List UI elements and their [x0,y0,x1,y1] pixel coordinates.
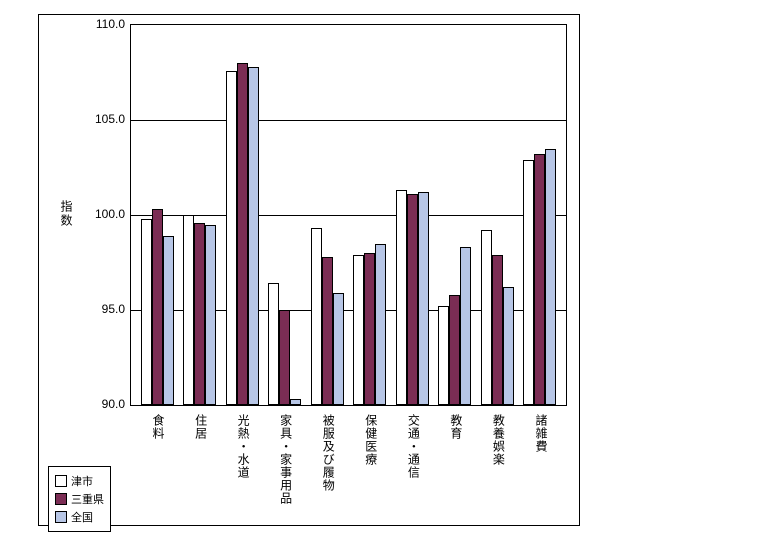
bar [481,230,492,405]
bar [492,255,503,405]
bar [375,244,386,406]
bar [141,219,152,405]
gridline [131,215,566,216]
bar [311,228,322,405]
bar [152,209,163,405]
y-tick-label: 100.0 [85,207,125,221]
y-axis-title: 指数 [58,200,75,228]
legend-swatch [55,493,67,505]
bar [523,160,534,405]
legend-label: 全国 [71,509,93,525]
bar [322,257,333,405]
bar [449,295,460,405]
bar [418,192,429,405]
bar [503,287,514,405]
bar [460,247,471,405]
bar [396,190,407,405]
bar [248,67,259,405]
bar [545,149,556,406]
bar [438,306,449,405]
legend-item: 津市 [55,473,104,489]
bar [407,194,418,405]
legend-item: 三重県 [55,491,104,507]
legend-swatch [55,511,67,523]
y-tick-label: 110.0 [85,17,125,31]
gridline [131,120,566,121]
plot-area [130,24,567,406]
bar [364,253,375,405]
bar [226,71,237,405]
bar [333,293,344,405]
canvas: 指数 津市三重県全国 90.0 95.0 100.0 105.0 110.0 食料住居光熱… [0,0,784,556]
x-tick-label: 被服及び履物 [320,414,337,492]
bar [194,223,205,405]
x-tick-label: 住居 [193,414,210,440]
x-tick-label: 諸雑費 [533,414,550,453]
x-tick-label: 教育 [448,414,465,440]
legend-label: 津市 [71,473,93,489]
x-tick-label: 教養娯楽 [490,414,507,466]
x-tick-label: 食料 [150,414,167,440]
y-tick-label: 95.0 [85,302,125,316]
bar [163,236,174,405]
bar [237,63,248,405]
x-tick-label: 保健医療 [363,414,380,466]
x-tick-label: 家具・家事用品 [278,414,295,505]
y-tick-label: 90.0 [85,397,125,411]
x-tick-label: 光熱・水道 [235,414,252,479]
legend-label: 三重県 [71,491,104,507]
bar [353,255,364,405]
legend-swatch [55,475,67,487]
bar [279,310,290,405]
bar [290,399,301,405]
bar [268,283,279,405]
legend: 津市三重県全国 [48,466,111,532]
legend-item: 全国 [55,509,104,525]
x-tick-label: 交通・通信 [405,414,422,479]
bar [534,154,545,405]
bar [205,225,216,406]
bar [183,215,194,405]
y-tick-label: 105.0 [85,112,125,126]
